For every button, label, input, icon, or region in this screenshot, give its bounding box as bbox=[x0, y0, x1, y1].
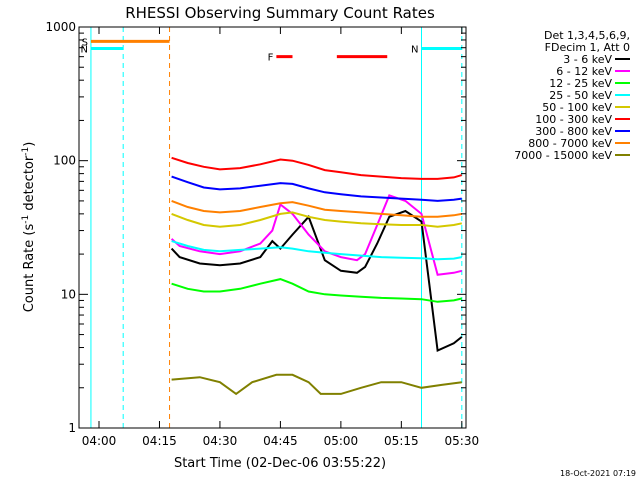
legend-header-line: FDecim 1, Att 0 bbox=[545, 41, 630, 54]
series-line bbox=[170, 209, 463, 352]
series-line bbox=[171, 373, 462, 396]
series-line bbox=[171, 278, 463, 303]
x-tick-label: 04:45 bbox=[263, 434, 298, 448]
x-tick-label: 05:30 bbox=[445, 434, 480, 448]
plot-area: SN NF bbox=[80, 27, 463, 428]
annotation-label: N bbox=[80, 45, 87, 56]
series-line bbox=[171, 175, 462, 202]
x-tick-label: 04:15 bbox=[142, 434, 177, 448]
y-tick-label: 100 bbox=[53, 154, 76, 168]
y-axis-label-part: Count Rate (s bbox=[22, 224, 37, 313]
x-axis: 04:00 04:15 04:30 04:45 05:00 05:15 05:30 bbox=[82, 27, 479, 448]
y-axis-label-part: detector bbox=[22, 155, 37, 215]
x-tick-label: 05:15 bbox=[384, 434, 419, 448]
legend-entry-label: 6 - 12 keV bbox=[556, 65, 612, 78]
footer-timestamp: 18-Oct-2021 07:19 bbox=[560, 469, 636, 478]
series-line bbox=[171, 240, 462, 261]
legend-entry-label: 3 - 6 keV bbox=[563, 53, 612, 66]
y-axis: 1 10 100 1000 bbox=[45, 20, 466, 435]
series-line bbox=[170, 194, 463, 276]
chart-title: RHESSI Observing Summary Count Rates bbox=[125, 4, 435, 22]
x-axis-label: Start Time (02-Dec-06 03:55:22) bbox=[174, 456, 386, 471]
legend-entry-label: 12 - 25 keV bbox=[549, 77, 612, 90]
legend-entry-label: 300 - 800 keV bbox=[535, 125, 612, 138]
legend-entry-label: 7000 - 15000 keV bbox=[514, 149, 612, 162]
annotation-label: S bbox=[82, 37, 88, 48]
series-line bbox=[171, 211, 463, 228]
y-tick-label: 1000 bbox=[45, 20, 76, 34]
legend: Det 1,3,4,5,6,9, FDecim 1, Att 0 3 - 6 k… bbox=[514, 29, 630, 162]
plot-frame bbox=[78, 26, 467, 429]
x-tick-label: 04:00 bbox=[82, 434, 117, 448]
legend-entry-label: 100 - 300 keV bbox=[535, 113, 612, 126]
y-tick-label: 10 bbox=[61, 287, 76, 301]
series-line bbox=[171, 199, 462, 218]
y-axis-label: Count Rate (s-1 detector-1) bbox=[21, 142, 37, 313]
y-axis-label-sup: -1 bbox=[21, 147, 31, 156]
x-tick-label: 04:30 bbox=[203, 434, 238, 448]
legend-entry-label: 50 - 100 keV bbox=[542, 101, 612, 114]
legend-entry-label: 25 - 50 keV bbox=[549, 89, 612, 102]
annotation-label: F bbox=[268, 53, 274, 64]
y-axis-label-part: ) bbox=[22, 142, 37, 147]
series-line bbox=[171, 156, 463, 180]
legend-entry-label: 800 - 7000 keV bbox=[528, 137, 612, 150]
annotation-label: N bbox=[411, 45, 418, 56]
y-tick-label: 1 bbox=[68, 421, 76, 435]
y-axis-label-sup: -1 bbox=[21, 215, 31, 224]
x-tick-label: 05:00 bbox=[324, 434, 359, 448]
legend-header-line: Det 1,3,4,5,6,9, bbox=[544, 29, 630, 42]
